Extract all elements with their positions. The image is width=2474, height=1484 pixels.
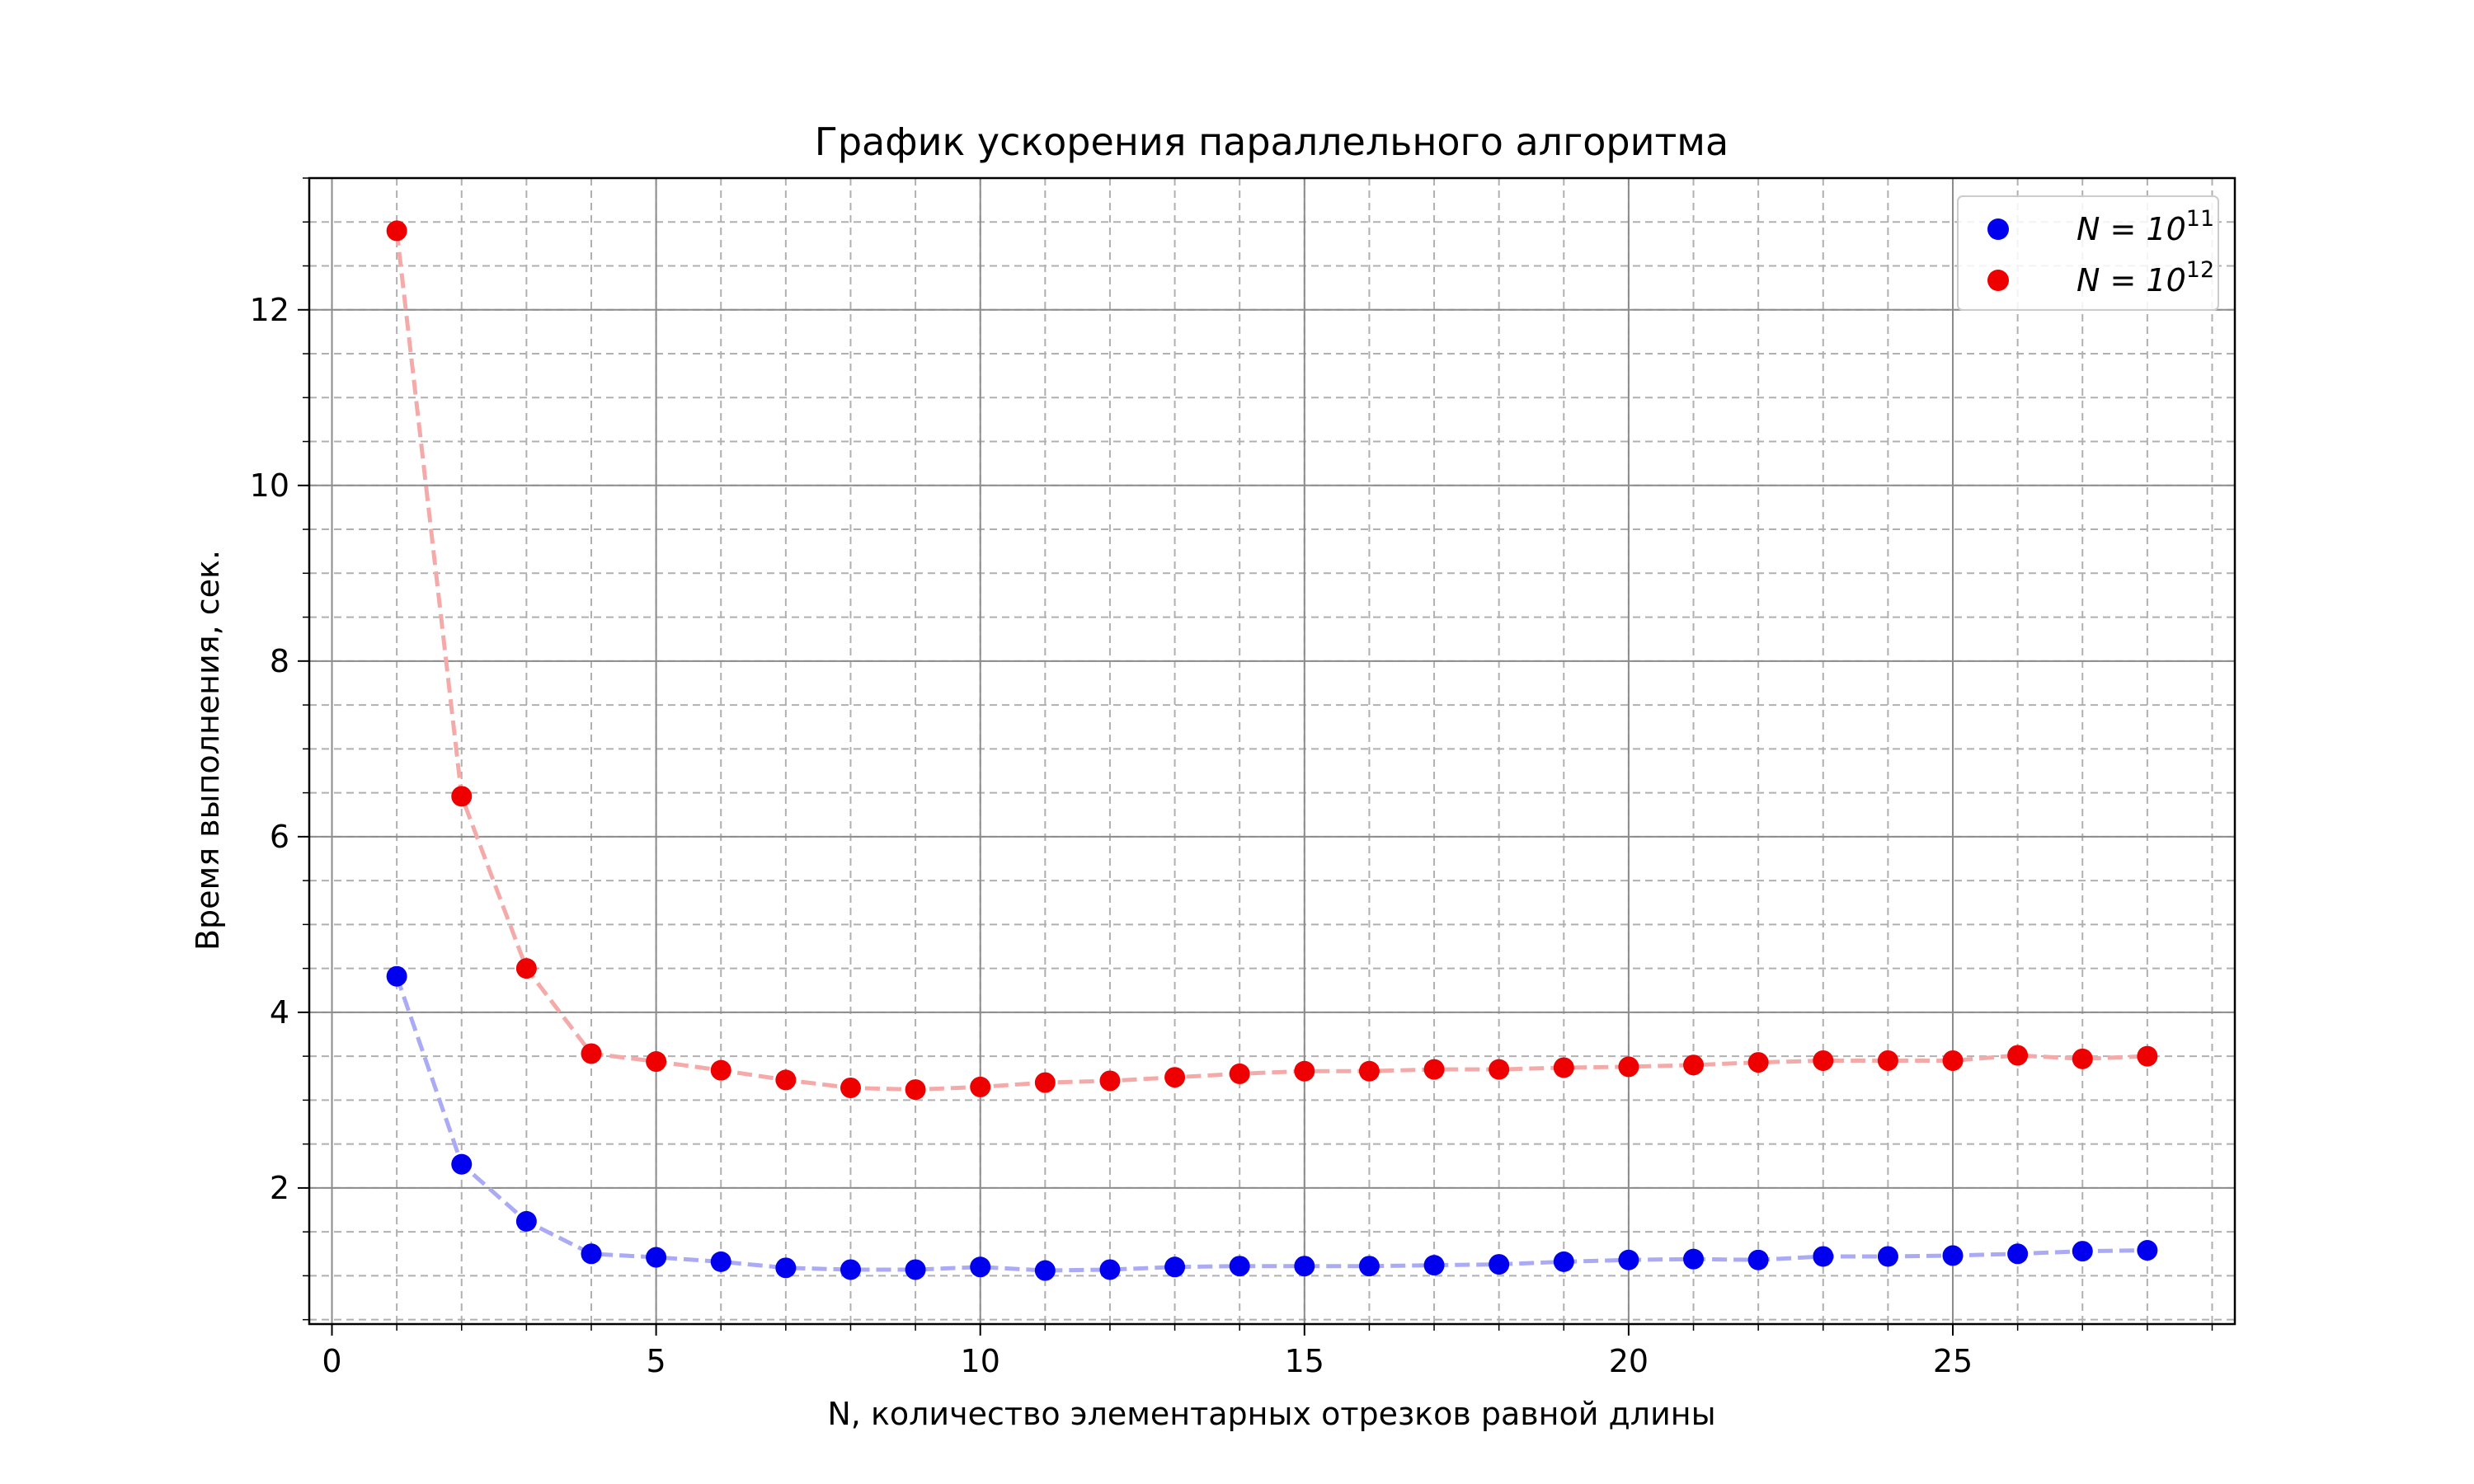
data-point-series-2 (1099, 1070, 1121, 1092)
data-point-series-1 (1747, 1249, 1769, 1270)
data-point-series-2 (2007, 1045, 2029, 1066)
data-point-series-1 (1358, 1256, 1380, 1277)
legend-marker (1987, 218, 2009, 240)
x-tick-label: 10 (961, 1343, 1000, 1379)
y-tick-label: 10 (250, 467, 289, 504)
axis-ticks: 0 5 10 15 20 25 2 4 6 8 10 12 (250, 177, 2213, 1379)
data-point-series-1 (970, 1256, 991, 1278)
data-point-series-1 (1099, 1259, 1121, 1280)
data-point-series-1 (2072, 1241, 2093, 1262)
data-point-series-2 (1683, 1054, 1705, 1076)
data-point-series-2 (1553, 1057, 1574, 1078)
data-point-series-1 (2007, 1243, 2029, 1265)
data-point-series-2 (1034, 1072, 1056, 1093)
data-point-series-2 (840, 1077, 861, 1098)
data-point-series-1 (2137, 1240, 2158, 1261)
x-tick-label: 5 (647, 1343, 666, 1379)
data-point-series-2 (451, 786, 473, 807)
data-point-series-2 (1164, 1067, 1186, 1088)
data-point-series-1 (515, 1210, 537, 1232)
legend-marker (1987, 270, 2009, 291)
chart-title: График ускорения параллельного алгоритма (815, 120, 1729, 164)
data-point-series-2 (1942, 1050, 1964, 1071)
data-point-series-1 (386, 965, 407, 987)
x-tick-label: 25 (1933, 1343, 1973, 1379)
series-lines (394, 230, 2148, 1273)
data-point-series-1 (775, 1257, 797, 1279)
data-point-series-1 (1553, 1251, 1574, 1272)
series-line-2 (394, 230, 2148, 1092)
data-point-series-2 (1423, 1059, 1445, 1080)
y-tick-label: 6 (270, 819, 289, 855)
data-point-series-2 (581, 1043, 602, 1064)
data-point-series-2 (1747, 1052, 1769, 1073)
x-tick-label: 20 (1609, 1343, 1649, 1379)
y-tick-label: 4 (270, 994, 289, 1031)
y-tick-label: 8 (270, 643, 289, 679)
data-point-series-2 (1618, 1056, 1639, 1078)
data-point-series-2 (515, 958, 537, 979)
data-point-series-1 (1813, 1246, 1834, 1267)
data-point-series-1 (1942, 1245, 1964, 1266)
y-tick-label: 12 (250, 292, 289, 328)
data-point-series-2 (775, 1069, 797, 1091)
y-tick-label: 2 (270, 1170, 289, 1206)
data-point-series-1 (1164, 1256, 1186, 1278)
data-point-series-1 (646, 1247, 667, 1268)
data-point-series-2 (1358, 1060, 1380, 1082)
data-point-series-2 (1877, 1050, 1898, 1071)
y-axis-label: Время выполнения, сек. (190, 550, 226, 951)
data-point-series-1 (1489, 1254, 1510, 1275)
legend: N = 1011 N = 1012 (1957, 195, 2219, 311)
data-point-series-2 (2072, 1048, 2093, 1069)
data-point-series-2 (970, 1076, 991, 1097)
data-point-series-2 (1294, 1060, 1315, 1082)
data-point-series-1 (1034, 1260, 1056, 1281)
grid (309, 177, 2235, 1324)
data-point-series-2 (710, 1059, 731, 1081)
plot-frame (308, 176, 2236, 1326)
data-point-series-2 (1813, 1050, 1834, 1071)
x-tick-label: 0 (322, 1343, 341, 1379)
data-point-series-1 (1423, 1255, 1445, 1276)
data-point-series-1 (1683, 1248, 1705, 1270)
data-point-series-1 (905, 1259, 926, 1280)
data-point-series-1 (581, 1243, 602, 1265)
data-point-series-2 (2137, 1045, 2158, 1067)
legend-box (1957, 195, 2219, 311)
legend-label: N = 1012 (2077, 257, 2214, 298)
data-point-series-2 (386, 220, 407, 242)
data-point-series-1 (1294, 1256, 1315, 1277)
x-tick-label: 15 (1285, 1343, 1324, 1379)
data-point-series-2 (646, 1051, 667, 1073)
data-points (386, 220, 2158, 1281)
data-point-series-1 (451, 1153, 473, 1175)
series-line-1 (394, 975, 2147, 1273)
data-point-series-1 (1229, 1256, 1250, 1277)
data-point-series-1 (1877, 1246, 1898, 1267)
data-point-series-2 (905, 1079, 926, 1101)
data-point-series-2 (1229, 1063, 1250, 1084)
data-point-series-1 (840, 1259, 861, 1280)
legend-label: N = 1011 (2077, 206, 2214, 247)
data-point-series-1 (710, 1251, 731, 1272)
data-point-series-2 (1489, 1059, 1510, 1080)
data-point-series-1 (1618, 1249, 1639, 1270)
x-axis-label: N, количество элементарных отрезков равн… (827, 1396, 1715, 1432)
